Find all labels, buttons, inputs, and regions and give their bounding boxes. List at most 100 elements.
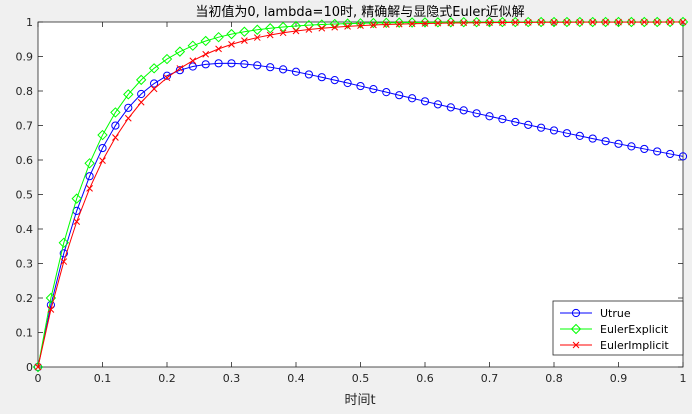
y-tick-label: 0.4 <box>16 223 34 236</box>
x-tick-label: 0.8 <box>545 372 563 385</box>
data-point-utrue <box>162 71 172 80</box>
legend-entries: Utrue EulerExplicit EulerImplicit <box>560 307 669 352</box>
data-point-eulerexplicit <box>561 16 573 28</box>
series-eulerimplicit <box>34 18 687 371</box>
data-point-utrue <box>369 85 378 94</box>
data-point-utrue <box>395 91 404 100</box>
x-tick-label: 0.4 <box>287 372 305 385</box>
data-point-utrue <box>343 78 352 88</box>
legend-label: EulerExplicit <box>600 323 669 336</box>
data-point-utrue <box>459 106 468 115</box>
data-point-utrue <box>356 81 365 91</box>
series-utrue <box>33 59 688 372</box>
data-point-eulerimplicit <box>47 306 55 313</box>
data-point-eulerimplicit <box>447 19 455 27</box>
data-point-utrue <box>485 112 494 121</box>
legend-marker <box>571 308 581 318</box>
data-point-eulerimplicit <box>524 18 532 26</box>
y-tick-label: 0 <box>26 361 33 374</box>
legend: Utrue EulerExplicit EulerImplicit <box>552 300 684 356</box>
data-point-utrue <box>304 70 313 79</box>
data-point-utrue <box>537 123 546 132</box>
data-point-utrue <box>214 59 223 68</box>
data-point-eulerimplicit <box>666 18 674 26</box>
data-point-utrue <box>150 79 159 88</box>
data-point-eulerexplicit <box>174 46 186 57</box>
data-point-eulerexplicit <box>213 31 224 43</box>
data-point-eulerimplicit <box>73 218 81 226</box>
data-point-eulerexplicit <box>32 361 44 373</box>
data-point-eulerimplicit <box>511 19 519 26</box>
data-point-eulerexplicit <box>342 18 353 29</box>
data-point-eulerimplicit <box>460 19 468 27</box>
data-point-utrue <box>266 63 275 72</box>
data-point-eulerexplicit <box>264 23 276 34</box>
data-point-eulerexplicit <box>355 18 366 29</box>
data-point-eulerimplicit <box>331 23 339 31</box>
data-point-eulerexplicit <box>445 17 457 28</box>
data-point-eulerexplicit <box>651 16 663 28</box>
data-point-utrue <box>188 62 197 71</box>
data-point-utrue <box>175 66 184 75</box>
data-point-utrue <box>279 65 288 74</box>
data-point-utrue <box>588 134 597 143</box>
data-point-eulerexplicit <box>226 28 237 40</box>
data-point-eulerimplicit <box>266 31 274 39</box>
data-point-eulerimplicit <box>653 18 661 26</box>
x-axis-label: 时间t <box>344 393 375 408</box>
y-tick-label: 0.2 <box>16 292 34 305</box>
data-point-eulerexplicit <box>600 16 611 28</box>
data-point-eulerexplicit <box>664 16 676 28</box>
legend-label: EulerImplicit <box>600 339 669 352</box>
data-point-eulerimplicit <box>615 18 622 26</box>
x-tick-label: 0.9 <box>610 372 628 385</box>
data-point-utrue <box>240 59 249 69</box>
data-point-eulerimplicit <box>421 20 429 27</box>
x-tick-label: 1 <box>680 372 687 385</box>
data-point-eulerimplicit <box>99 157 106 165</box>
data-point-eulerimplicit <box>344 22 351 30</box>
data-point-eulerimplicit <box>576 18 584 26</box>
x-tick-label: 0.2 <box>158 372 176 385</box>
legend-marker <box>572 341 580 349</box>
data-point-eulerimplicit <box>499 19 506 26</box>
data-point-utrue <box>511 117 520 127</box>
data-point-utrue <box>562 129 572 138</box>
data-point-eulerimplicit <box>241 37 248 45</box>
data-point-utrue <box>601 137 610 146</box>
data-point-utrue <box>420 97 430 106</box>
legend-item-eulerexplicit: EulerExplicit <box>560 323 669 336</box>
data-point-eulerexplicit <box>148 63 160 74</box>
data-point-eulerimplicit <box>602 18 609 26</box>
data-point-eulerexplicit <box>574 16 586 28</box>
data-point-utrue <box>317 73 326 82</box>
data-point-eulerexplicit <box>110 107 121 118</box>
data-point-eulerimplicit <box>563 18 571 26</box>
data-point-utrue <box>549 126 559 135</box>
data-point-eulerexplicit <box>97 129 108 141</box>
data-point-utrue <box>330 75 339 85</box>
x-tick-label: 0.5 <box>352 372 370 385</box>
data-point-utrue <box>575 131 584 140</box>
data-point-utrue <box>201 60 210 69</box>
data-point-eulerimplicit <box>305 26 313 33</box>
data-point-utrue <box>85 172 94 181</box>
x-tick-label: 0.6 <box>416 372 434 385</box>
data-point-eulerimplicit <box>137 98 145 106</box>
y-tick-label: 0.7 <box>16 120 34 133</box>
data-point-eulerimplicit <box>679 18 687 26</box>
data-point-utrue <box>33 362 43 372</box>
data-point-eulerexplicit <box>626 16 637 28</box>
data-point-eulerimplicit <box>163 74 171 82</box>
data-point-utrue <box>382 88 391 97</box>
data-point-utrue <box>111 121 120 130</box>
data-point-utrue <box>627 142 636 151</box>
data-point-eulerexplicit <box>123 89 134 100</box>
legend-item-utrue: Utrue <box>560 307 631 320</box>
data-point-utrue <box>253 61 262 70</box>
data-point-eulerimplicit <box>395 20 403 28</box>
data-point-eulerimplicit <box>318 24 326 32</box>
data-point-eulerexplicit <box>677 16 689 28</box>
